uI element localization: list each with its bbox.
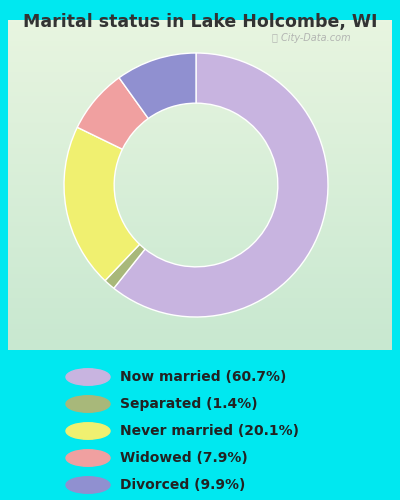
Circle shape (66, 369, 110, 385)
Text: Separated (1.4%): Separated (1.4%) (120, 397, 258, 411)
Text: Now married (60.7%): Now married (60.7%) (120, 370, 286, 384)
Text: Widowed (7.9%): Widowed (7.9%) (120, 451, 248, 465)
Wedge shape (114, 53, 328, 317)
Circle shape (66, 423, 110, 440)
Text: ⓘ City-Data.com: ⓘ City-Data.com (272, 33, 351, 43)
Wedge shape (77, 78, 148, 149)
Wedge shape (105, 244, 145, 288)
Wedge shape (64, 128, 140, 280)
Circle shape (66, 450, 110, 466)
Text: Divorced (9.9%): Divorced (9.9%) (120, 478, 245, 492)
Text: Never married (20.1%): Never married (20.1%) (120, 424, 299, 438)
Wedge shape (119, 53, 196, 118)
Text: Marital status in Lake Holcombe, WI: Marital status in Lake Holcombe, WI (23, 12, 377, 30)
Circle shape (66, 396, 110, 412)
Circle shape (66, 477, 110, 493)
